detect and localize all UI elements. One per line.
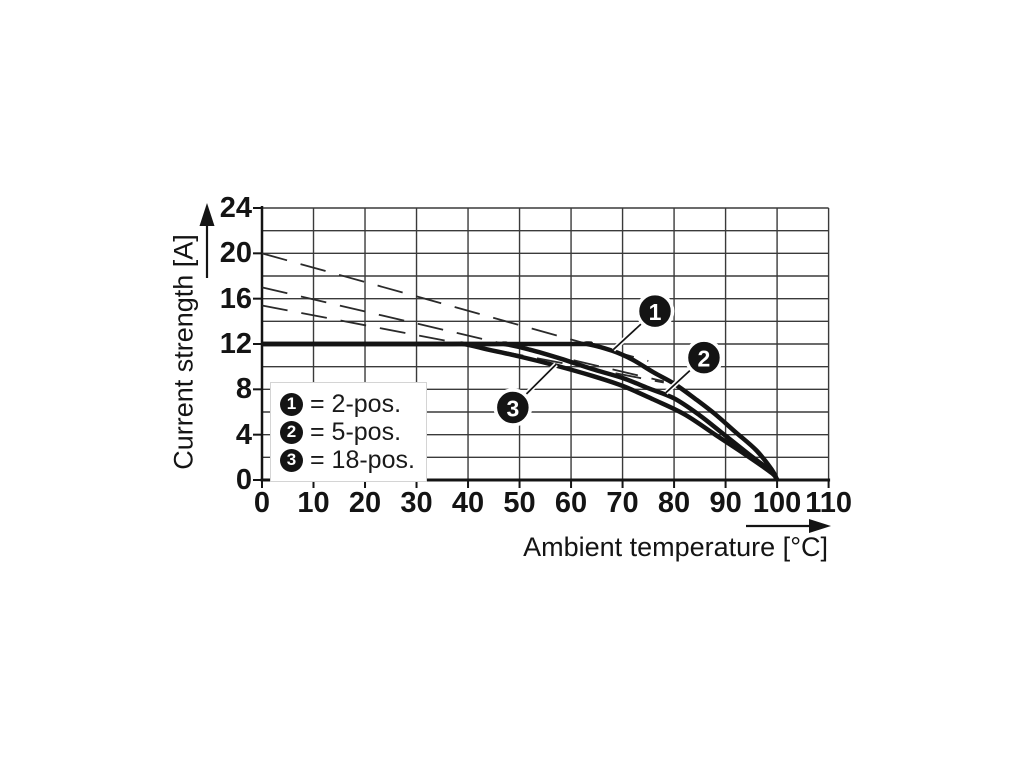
dashed-derating-line <box>261 286 664 383</box>
y-tick-label-8: 8 <box>235 373 252 406</box>
legend-marker-circle-1: 1 <box>280 392 303 416</box>
y-tick-label-12: 12 <box>219 328 252 360</box>
derating-curve-2-pos <box>261 341 780 482</box>
y-tick-label-16: 16 <box>219 282 252 315</box>
x-tick-label-70: 70 <box>606 487 639 519</box>
y-tick-label-4: 4 <box>235 418 252 451</box>
derating-curve-18-pos <box>261 341 780 482</box>
legend-item-1: 1 = 2-pos. <box>280 390 415 418</box>
curve-marker-number: 1 <box>649 299 662 325</box>
x-tick-label-0: 0 <box>253 487 271 519</box>
y-axis-arrow-icon <box>199 203 215 226</box>
curve-marker-circle-2 <box>684 338 724 377</box>
derating-curve-5-pos <box>261 341 780 482</box>
x-tick-label-40: 40 <box>451 487 485 519</box>
legend-item-3: 3 = 18-pos. <box>280 446 415 474</box>
x-tick-label-90: 90 <box>709 487 742 519</box>
curve-marker-number: 3 <box>506 395 519 421</box>
curve-marker-number: 2 <box>698 346 711 372</box>
x-tick-label-110: 110 <box>805 487 852 519</box>
legend-item-text: = 5-pos. <box>310 417 402 446</box>
x-tick-label-10: 10 <box>297 487 330 519</box>
curve-marker-circle-3 <box>493 388 533 427</box>
y-tick-label-20: 20 <box>219 237 252 270</box>
x-axis-arrow-icon <box>809 519 831 533</box>
legend-marker-circle-3: 3 <box>280 448 303 472</box>
x-tick-label-60: 60 <box>554 487 588 519</box>
curve-marker-circle-1 <box>635 291 675 331</box>
legend-marker-circle-2: 2 <box>280 420 303 444</box>
legend-box: 1 = 2-pos. 2 = 5-pos. 3 = 18-pos. <box>270 382 427 482</box>
x-tick-label-100: 100 <box>752 487 802 519</box>
x-axis-title: Ambient temperature [°C] <box>523 532 828 562</box>
x-tick-label-50: 50 <box>503 487 536 519</box>
x-tick-label-20: 20 <box>348 487 382 519</box>
legend-item-text: = 18-pos. <box>310 445 415 474</box>
legend-item-2: 2 = 5-pos. <box>280 418 415 446</box>
y-tick-label-0: 0 <box>235 464 252 496</box>
x-tick-label-30: 30 <box>400 487 433 519</box>
x-tick-label-80: 80 <box>657 487 691 519</box>
legend-item-text: = 2-pos. <box>310 389 402 418</box>
y-tick-label-24: 24 <box>219 192 252 224</box>
